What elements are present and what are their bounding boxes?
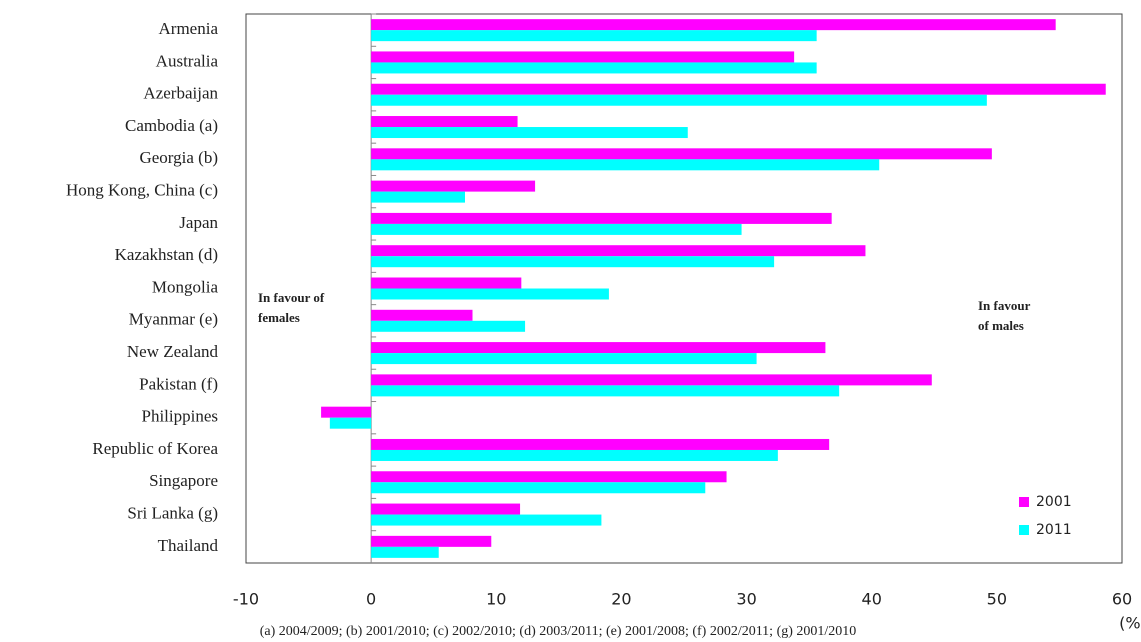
bar xyxy=(371,223,742,235)
x-tick-label: 10 xyxy=(486,590,506,609)
bar xyxy=(371,159,880,171)
bar xyxy=(371,438,830,450)
y-tick-label: Hong Kong, China (c) xyxy=(66,181,218,200)
legend-label: 2011 xyxy=(1036,522,1072,538)
bar xyxy=(371,256,775,268)
bar xyxy=(371,503,521,515)
x-tick-label: -10 xyxy=(233,590,259,609)
x-tick-label: 50 xyxy=(987,590,1007,609)
bar xyxy=(371,116,518,128)
y-tick-label: Japan xyxy=(179,213,218,232)
y-tick-label: Singapore xyxy=(149,471,218,490)
bar xyxy=(371,374,932,386)
legend-swatch xyxy=(1019,525,1029,535)
bar xyxy=(371,51,795,63)
y-tick-label: Philippines xyxy=(141,407,218,426)
legend-swatch xyxy=(1019,497,1029,507)
x-tick-label: 20 xyxy=(611,590,631,609)
bar xyxy=(371,245,866,257)
bar xyxy=(371,535,492,547)
annotation: of males xyxy=(978,318,1024,333)
annotation: In favour xyxy=(978,298,1031,313)
annotation: females xyxy=(258,310,300,325)
x-tick-label: 30 xyxy=(736,590,756,609)
y-tick-label: Australia xyxy=(156,51,219,70)
y-tick-label: New Zealand xyxy=(127,342,219,361)
x-tick-label: 60 xyxy=(1112,590,1132,609)
plot-frame xyxy=(245,13,1123,564)
bar xyxy=(371,127,688,139)
bar xyxy=(371,180,536,192)
bar xyxy=(371,385,840,397)
bar xyxy=(371,342,826,354)
legend-label: 2001 xyxy=(1036,494,1072,510)
y-tick-label: Kazakhstan (d) xyxy=(115,245,218,264)
bar xyxy=(371,353,757,365)
y-tick-label: Mongolia xyxy=(152,277,219,296)
y-tick-label: Azerbaijan xyxy=(143,84,218,103)
bar xyxy=(371,288,609,300)
bar xyxy=(371,191,465,203)
bar xyxy=(371,482,706,494)
bar xyxy=(371,309,473,321)
bar xyxy=(371,212,832,224)
y-tick-label: Myanmar (e) xyxy=(129,310,218,329)
bar xyxy=(371,30,817,42)
annotation: In favour of xyxy=(258,290,325,305)
bar xyxy=(321,406,372,418)
bar xyxy=(371,83,1106,95)
bar xyxy=(371,514,602,526)
y-tick-label: Republic of Korea xyxy=(92,439,218,458)
x-tick-label: 0 xyxy=(366,590,376,609)
bar xyxy=(371,449,778,461)
y-tick-label: Cambodia (a) xyxy=(125,116,218,135)
y-tick-label: Georgia (b) xyxy=(139,148,218,167)
x-tick-label: 40 xyxy=(862,590,882,609)
bar xyxy=(371,546,439,558)
bar xyxy=(371,19,1056,31)
y-tick-label: Thailand xyxy=(158,536,219,555)
bar xyxy=(371,471,727,483)
y-tick-label: Sri Lanka (g) xyxy=(127,503,218,522)
bar xyxy=(371,94,987,106)
bar xyxy=(371,62,817,74)
bar xyxy=(371,320,526,332)
bar xyxy=(329,417,372,429)
y-tick-label: Pakistan (f) xyxy=(139,374,218,393)
bar xyxy=(371,277,522,289)
y-tick-label: Armenia xyxy=(159,19,219,38)
footnote: (a) 2004/2009; (b) 2001/2010; (c) 2002/2… xyxy=(260,624,857,639)
bar xyxy=(371,148,992,160)
x-axis-label: (%) xyxy=(1119,614,1141,633)
